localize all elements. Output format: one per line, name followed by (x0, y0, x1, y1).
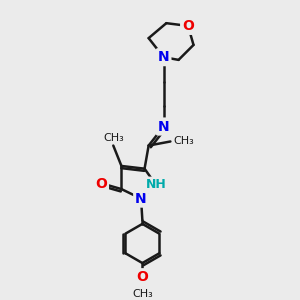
Text: N: N (135, 192, 147, 206)
Text: N: N (158, 119, 170, 134)
Text: CH₃: CH₃ (103, 134, 124, 143)
Text: O: O (182, 19, 194, 33)
Text: N: N (158, 50, 170, 64)
Text: O: O (95, 177, 107, 190)
Text: CH₃: CH₃ (173, 136, 194, 146)
Text: NH: NH (146, 178, 167, 191)
Text: O: O (136, 270, 148, 284)
Text: CH₃: CH₃ (132, 290, 153, 299)
